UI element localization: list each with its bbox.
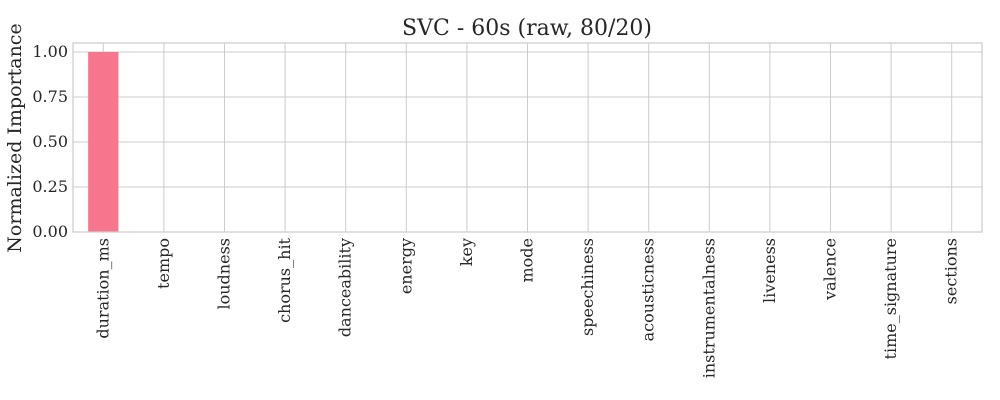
y-tick-label: 1.00 (32, 42, 68, 61)
x-tick-label: valence (821, 238, 840, 301)
x-tick-label: speechiness (578, 238, 597, 336)
y-axis-label: Normalized Importance (4, 23, 26, 252)
bar-layer (88, 52, 119, 232)
x-tick-label: duration_ms (93, 238, 112, 339)
x-tick-label: tempo (154, 238, 173, 289)
y-tick-label: 0.00 (32, 222, 68, 241)
y-tick-label: 0.25 (32, 177, 68, 196)
x-tick-label: instrumentalness (699, 238, 718, 378)
x-tick-label: loudness (215, 238, 234, 310)
x-tick-label: sections (942, 238, 961, 304)
chart-title: SVC - 60s (raw, 80/20) (402, 16, 652, 41)
y-tick-label: 0.50 (32, 132, 68, 151)
y-ticks: 0.00 0.25 0.50 0.75 1.00 (32, 42, 68, 241)
x-tick-label: key (457, 238, 476, 266)
x-tick-label: danceability (336, 238, 355, 337)
y-tick-label: 0.75 (32, 87, 68, 106)
plot-frame (72, 42, 983, 233)
x-tick-label: energy (396, 238, 415, 294)
bar-duration-ms (88, 52, 119, 232)
grid-layer (73, 43, 982, 233)
x-tick-label: chorus_hit (275, 237, 294, 322)
x-tick-label: time_signature (881, 238, 900, 359)
x-tick-label: acousticness (639, 238, 658, 341)
x-tick-label: liveness (760, 238, 779, 303)
x-tick-label: mode (518, 238, 537, 283)
x-ticks: duration_ms tempo loudness chorus_hit dancea… (93, 237, 960, 378)
